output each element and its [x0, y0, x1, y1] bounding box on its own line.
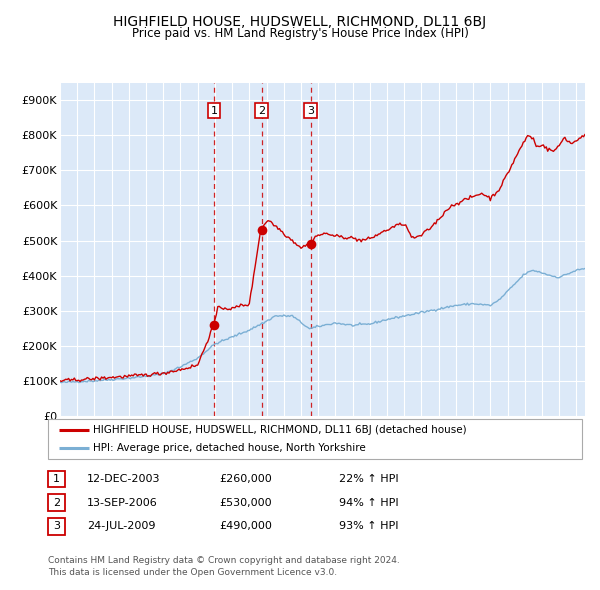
- Text: 1: 1: [53, 474, 60, 484]
- Text: HPI: Average price, detached house, North Yorkshire: HPI: Average price, detached house, Nort…: [93, 442, 366, 453]
- Text: 1: 1: [211, 106, 218, 116]
- Text: HIGHFIELD HOUSE, HUDSWELL, RICHMOND, DL11 6BJ: HIGHFIELD HOUSE, HUDSWELL, RICHMOND, DL1…: [113, 15, 487, 29]
- Text: This data is licensed under the Open Government Licence v3.0.: This data is licensed under the Open Gov…: [48, 568, 337, 576]
- Text: HIGHFIELD HOUSE, HUDSWELL, RICHMOND, DL11 6BJ (detached house): HIGHFIELD HOUSE, HUDSWELL, RICHMOND, DL1…: [93, 425, 467, 435]
- Text: 2: 2: [258, 106, 265, 116]
- Text: 3: 3: [307, 106, 314, 116]
- Text: 2: 2: [53, 498, 60, 507]
- Text: £530,000: £530,000: [219, 498, 272, 507]
- Text: £260,000: £260,000: [219, 474, 272, 484]
- Text: 94% ↑ HPI: 94% ↑ HPI: [339, 498, 398, 507]
- Text: Contains HM Land Registry data © Crown copyright and database right 2024.: Contains HM Land Registry data © Crown c…: [48, 556, 400, 565]
- Text: 3: 3: [53, 522, 60, 531]
- Text: 24-JUL-2009: 24-JUL-2009: [87, 522, 155, 531]
- Text: 93% ↑ HPI: 93% ↑ HPI: [339, 522, 398, 531]
- Text: 13-SEP-2006: 13-SEP-2006: [87, 498, 158, 507]
- Text: 12-DEC-2003: 12-DEC-2003: [87, 474, 161, 484]
- Text: £490,000: £490,000: [219, 522, 272, 531]
- Text: Price paid vs. HM Land Registry's House Price Index (HPI): Price paid vs. HM Land Registry's House …: [131, 27, 469, 40]
- Text: 22% ↑ HPI: 22% ↑ HPI: [339, 474, 398, 484]
